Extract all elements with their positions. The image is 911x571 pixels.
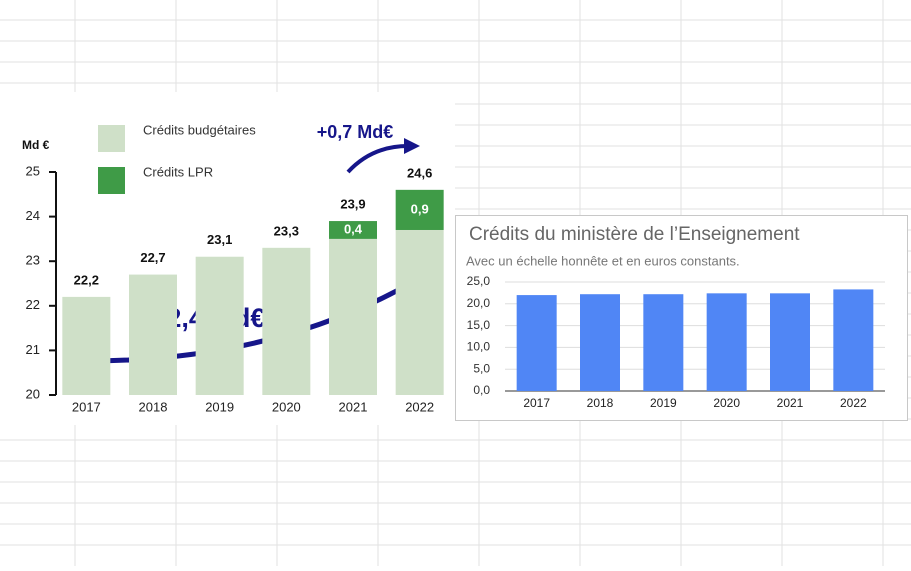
- bar: [195, 256, 244, 395]
- x-tick-label: 2022: [840, 396, 867, 410]
- x-tick-label: 2021: [777, 396, 804, 410]
- x-tick-label: 2018: [139, 399, 168, 414]
- chart-subtitle: Avec un échelle honnête et en euros cons…: [466, 253, 740, 268]
- bar: [395, 229, 444, 395]
- total-label: 23,9: [340, 196, 365, 211]
- chart-title: Crédits du ministère de l’Enseignement: [469, 224, 800, 245]
- bar: [770, 293, 810, 391]
- lpr-arrow: [346, 144, 409, 174]
- data-label: 22,2: [74, 272, 99, 287]
- data-label: 0,4: [344, 221, 363, 236]
- legend-label: Crédits LPR: [143, 164, 213, 179]
- bar: [643, 294, 684, 391]
- data-label: 23,3: [274, 223, 299, 238]
- x-tick-label: 2020: [272, 399, 301, 414]
- y-tick-label: 25: [26, 163, 40, 178]
- y-tick-label: 23: [26, 253, 40, 268]
- bar: [62, 296, 111, 395]
- x-tick-label: 2019: [650, 396, 677, 410]
- annotation: +0,7 Md€: [317, 122, 394, 142]
- y-tick-label: 25,0: [467, 274, 491, 288]
- legend-label: Crédits budgétaires: [143, 122, 256, 137]
- y-axis-label: Md €: [22, 138, 50, 152]
- data-label: 23,1: [207, 232, 232, 247]
- legend-swatch: [98, 167, 125, 194]
- bar: [706, 293, 747, 391]
- x-tick-label: 2017: [72, 399, 101, 414]
- bar: [329, 221, 377, 239]
- bar: [262, 247, 311, 395]
- y-tick-label: 22: [26, 297, 40, 312]
- y-tick-label: 20,0: [467, 296, 491, 310]
- x-tick-label: 2022: [405, 399, 434, 414]
- x-tick-label: 2017: [523, 396, 550, 410]
- bar: [129, 274, 177, 395]
- y-tick-label: 21: [26, 342, 40, 357]
- x-tick-label: 2020: [713, 396, 740, 410]
- legend-swatch: [98, 125, 125, 152]
- y-tick-label: 24: [26, 208, 40, 223]
- y-tick-label: 10,0: [467, 340, 491, 354]
- bar: [329, 238, 377, 395]
- bar: [516, 295, 557, 391]
- bar: [833, 289, 874, 391]
- x-tick-label: 2019: [205, 399, 234, 414]
- arrow-head: [404, 138, 420, 154]
- total-label: 24,6: [407, 165, 432, 180]
- x-tick-label: 2021: [339, 399, 368, 414]
- y-tick-label: 0,0: [473, 383, 490, 397]
- bar: [580, 294, 620, 391]
- data-label: 0,9: [411, 201, 429, 216]
- y-tick-label: 20: [26, 386, 40, 401]
- data-label: 22,7: [140, 250, 165, 265]
- y-tick-label: 15,0: [467, 318, 491, 332]
- bar: [395, 189, 444, 230]
- y-tick-label: 5,0: [473, 361, 490, 375]
- x-tick-label: 2018: [587, 396, 614, 410]
